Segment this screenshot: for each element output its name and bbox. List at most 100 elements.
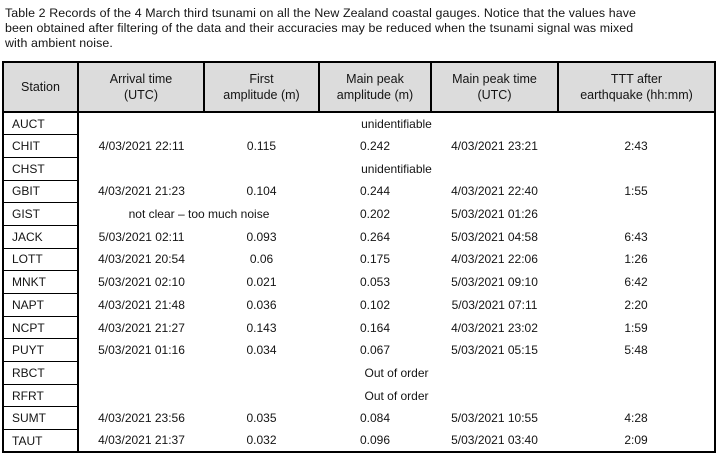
peak-amplitude-cell: 0.102: [359, 297, 391, 312]
col-header-arrival-line2: (UTC): [123, 88, 158, 102]
first-amplitude-cell: 0.104: [246, 184, 277, 199]
col-header-arrival-time: Arrival time (UTC): [77, 61, 205, 113]
peak-time-cell: 4/03/2021 22:40: [451, 184, 538, 199]
table-row-chit: CHIT 4/03/2021 22:11 0.115 0.242 4/03/20…: [3, 134, 715, 158]
peak-amplitude-cell: 0.067: [359, 343, 391, 358]
station-cell: CHST: [3, 157, 79, 181]
station-cell: AUCT: [3, 112, 79, 136]
arrival-cell: 5/03/2021 02:10: [98, 275, 185, 290]
table-row-auct: AUCT unidentifiable: [3, 112, 715, 136]
table-row-gist: GIST not clear – too much noise 0.202 5/…: [3, 202, 715, 226]
ttt-cell: 1:59: [624, 320, 648, 335]
col-header-station-label: Station: [21, 80, 60, 94]
ttt-cell: 1:55: [624, 184, 648, 199]
col-header-peak-line2: amplitude (m): [336, 88, 414, 102]
station-cell: NCPT: [3, 316, 79, 340]
first-amplitude-cell: 0.06: [249, 252, 274, 267]
arrival-cell: 4/03/2021 22:11: [98, 139, 185, 154]
first-amplitude-cell: 0.034: [246, 343, 277, 358]
peak-amplitude-cell: 0.164: [359, 320, 391, 335]
col-header-ttt-line1: TTT after: [610, 72, 663, 86]
table-row-sumt: SUMT 4/03/2021 23:56 0.035 0.084 5/03/20…: [3, 406, 715, 431]
peak-time-cell: 5/03/2021 05:15: [451, 343, 538, 358]
arrival-cell: 4/03/2021 21:23: [98, 184, 185, 199]
first-amplitude-cell: 0.035: [246, 411, 277, 426]
first-amplitude-cell: 0.021: [246, 275, 277, 290]
ttt-cell: [558, 203, 715, 226]
arrival-cell: 4/03/2021 23:56: [98, 411, 185, 426]
table-row-mnkt: MNKT 5/03/2021 02:10 0.021 0.053 5/03/20…: [3, 270, 715, 294]
station-cell: NAPT: [3, 293, 79, 317]
note-cell: unidentifiable: [361, 116, 432, 131]
table-row-gbit: GBIT 4/03/2021 21:23 0.104 0.244 4/03/20…: [3, 180, 715, 204]
first-amplitude-cell: 0.143: [246, 320, 277, 335]
peak-amplitude-cell: 0.242: [359, 139, 391, 154]
station-cell: TAUT: [3, 429, 79, 453]
peak-time-cell: 5/03/2021 01:26: [451, 207, 538, 222]
table-body: AUCT unidentifiable CHIT 4/03/2021 22:11…: [3, 112, 715, 453]
station-cell: CHIT: [3, 134, 79, 158]
peak-amplitude-cell: 0.084: [359, 411, 391, 426]
ttt-cell: 2:09: [624, 433, 648, 448]
peak-time-cell: 5/03/2021 09:10: [451, 275, 538, 290]
ttt-cell: 2:43: [624, 139, 648, 154]
caption-line-1: Table 2 Records of the 4 March third tsu…: [5, 6, 636, 20]
first-amplitude-cell: 0.115: [246, 139, 277, 154]
col-header-station: Station: [2, 61, 79, 113]
station-cell: PUYT: [3, 338, 79, 363]
col-header-ttt-line2: earthquake (hh:mm): [580, 88, 693, 102]
station-cell: SUMT: [3, 406, 79, 431]
col-header-main-peak-time: Main peak time (UTC): [430, 61, 559, 113]
table-row-taut: TAUT 4/03/2021 21:37 0.032 0.096 5/03/20…: [3, 429, 715, 453]
first-amplitude-cell: 0.032: [246, 433, 277, 448]
peak-amplitude-cell: 0.053: [359, 275, 391, 290]
arrival-cell: 5/03/2021 01:16: [98, 343, 185, 358]
table-caption: Table 2 Records of the 4 March third tsu…: [0, 0, 720, 51]
peak-time-cell: 5/03/2021 07:11: [451, 297, 538, 312]
peak-time-cell: 5/03/2021 04:58: [451, 229, 538, 244]
col-header-first-amplitude: First amplitude (m): [203, 61, 320, 113]
ttt-cell: 6:42: [624, 275, 648, 290]
ttt-cell: 6:43: [624, 229, 648, 244]
station-cell: GIST: [3, 202, 79, 226]
station-cell: RFRT: [3, 384, 79, 408]
ttt-cell: 5:48: [624, 343, 648, 358]
station-cell: MNKT: [3, 270, 79, 294]
header-row: Station Arrival time (UTC) First amplitu…: [2, 61, 716, 113]
arrival-cell: 4/03/2021 21:48: [98, 297, 185, 312]
peak-time-cell: 5/03/2021 03:40: [451, 433, 538, 448]
table-row-chst: CHST unidentifiable: [3, 157, 715, 181]
station-cell: JACK: [3, 225, 79, 249]
col-header-ttt: TTT after earthquake (hh:mm): [557, 61, 716, 113]
note-cell: not clear – too much noise: [128, 207, 270, 222]
peak-amplitude-cell: 0.244: [359, 184, 391, 199]
table-row-jack: JACK 5/03/2021 02:11 0.093 0.264 5/03/20…: [3, 225, 715, 249]
table-row-ncpt: NCPT 4/03/2021 21:27 0.143 0.164 4/03/20…: [3, 316, 715, 340]
table-row-rfrt: RFRT Out of order: [3, 384, 715, 408]
peak-time-cell: 4/03/2021 23:02: [451, 320, 538, 335]
col-header-main-peak-amplitude: Main peak amplitude (m): [318, 61, 432, 113]
table-row-rbct: RBCT Out of order: [3, 361, 715, 385]
arrival-cell: 4/03/2021 21:37: [98, 433, 185, 448]
peak-time-cell: 4/03/2021 22:06: [451, 252, 538, 267]
station-cell: GBIT: [3, 180, 79, 204]
note-cell: Out of order: [364, 365, 429, 380]
ttt-cell: 1:26: [624, 252, 648, 267]
peak-amplitude-cell: 0.096: [359, 433, 391, 448]
col-header-first-line2: amplitude (m): [223, 88, 300, 102]
station-cell: LOTT: [3, 248, 79, 272]
first-amplitude-cell: 0.036: [246, 297, 277, 312]
peak-amplitude-cell: 0.202: [359, 207, 391, 222]
arrival-cell: 4/03/2021 20:54: [98, 252, 185, 267]
peak-time-cell: 5/03/2021 10:55: [451, 411, 538, 426]
arrival-cell: 5/03/2021 02:11: [98, 229, 185, 244]
table-row-lott: LOTT 4/03/2021 20:54 0.06 0.175 4/03/202…: [3, 248, 715, 272]
peak-amplitude-cell: 0.264: [359, 229, 391, 244]
peak-time-cell: 4/03/2021 23:21: [451, 139, 538, 154]
col-header-first-line1: First: [249, 72, 274, 86]
note-cell: Out of order: [364, 388, 429, 403]
caption-line-2: been obtained after filtering of the dat…: [5, 21, 634, 35]
ttt-cell: 2:20: [624, 297, 648, 312]
ttt-cell: 4:28: [624, 411, 648, 426]
table-row-napt: NAPT 4/03/2021 21:48 0.036 0.102 5/03/20…: [3, 293, 715, 317]
